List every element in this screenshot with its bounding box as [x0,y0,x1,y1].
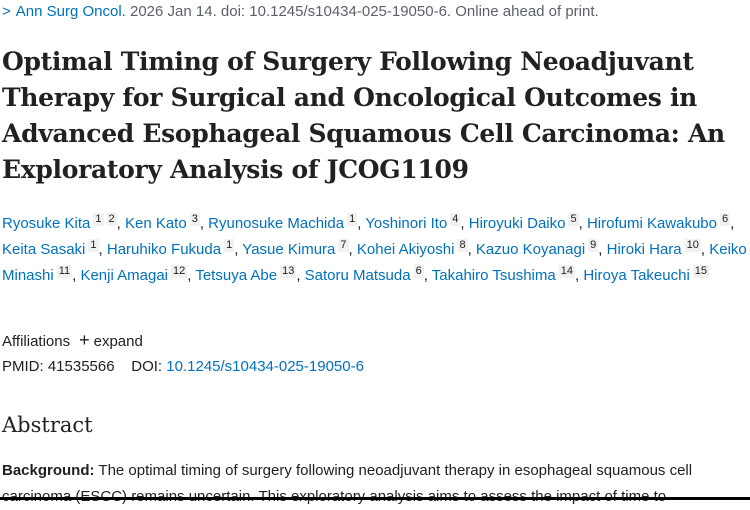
affiliation-number[interactable]: 10 [684,239,701,252]
author-link[interactable]: Kenji Amagai [80,267,169,284]
affiliation-number[interactable]: 1 [347,213,358,226]
affiliation-number[interactable]: 1 [93,213,104,226]
affiliation-number[interactable]: 12 [171,265,188,278]
author-link[interactable]: Kazuo Koyanagi [475,241,586,258]
citation-line: > Ann Surg Oncol. 2026 Jan 14. doi: 10.12… [2,3,599,20]
author-link[interactable]: Tetsuya Abe [195,267,278,284]
doi-link[interactable]: 10.1245/s10434-025-19050-6 [166,358,364,375]
affiliation-number[interactable]: 13 [280,265,297,278]
affiliations-label: Affiliations [2,333,71,350]
chevron-right-icon: > [2,3,11,20]
author-link[interactable]: Keita Sasaki [2,241,86,258]
author-link[interactable]: Ryunosuke Machida [208,215,345,232]
author-link[interactable]: Ryosuke Kita [2,215,91,232]
author-link[interactable]: Hiroyuki Daiko [468,215,566,232]
pmid-value: 41535566 [47,358,115,375]
author-link[interactable]: Satoru Matsuda [304,267,411,284]
authors-list: Ryosuke Kita 1 2, Ken Kato 3, Ryunosuke Mac… [2,213,747,284]
author-link[interactable]: Yoshinori Ito [365,215,448,232]
affiliations-row: Affiliations + expand [2,330,143,351]
pmid-label: PMID: [2,358,44,375]
abstract-heading: Abstract [2,413,93,437]
affiliation-number[interactable]: 7 [338,239,349,252]
author-link[interactable]: Hirofumi Kawakubo [586,215,717,232]
affiliation-number[interactable]: 6 [720,213,731,226]
author-link[interactable]: Hiroya Takeuchi [583,267,690,284]
affiliation-number[interactable]: 1 [88,239,99,252]
affiliation-number[interactable]: 14 [558,265,575,278]
affiliation-number[interactable]: 8 [457,239,468,252]
author-link[interactable]: Yasue Kimura [242,241,336,258]
expand-button[interactable]: expand [93,333,143,350]
plus-icon[interactable]: + [79,330,90,350]
affiliation-number[interactable]: 2 [106,213,117,226]
author-link[interactable]: Hiroki Hara [606,241,682,258]
affiliation-number[interactable]: 1 [224,239,235,252]
affiliation-number[interactable]: 9 [588,239,599,252]
journal-link[interactable]: Ann Surg Oncol. [15,3,126,20]
citation-details: 2026 Jan 14. doi: 10.1245/s10434-025-190… [130,3,599,20]
article-title: Optimal Timing of Surgery Following Neoa… [2,47,725,184]
affiliation-number[interactable]: 6 [413,265,424,278]
author-link[interactable]: Kohei Akiyoshi [356,241,455,258]
identifiers-row: PMID: 41535566 DOI: 10.1245/s10434-025-1… [2,358,364,375]
bottom-border [0,497,750,500]
author-link[interactable]: Haruhiko Fukuda [106,241,222,258]
affiliation-number[interactable]: 15 [692,265,710,278]
affiliation-number[interactable]: 5 [568,213,579,226]
affiliation-number[interactable]: 4 [450,213,461,226]
author-link[interactable]: Takahiro Tsushima [431,267,556,284]
doi-label: DOI: [131,358,163,375]
abstract-background: Background: The optimal timing of surger… [2,458,747,510]
affiliation-number[interactable]: 11 [56,265,73,278]
author-link[interactable]: Ken Kato [124,215,187,232]
author-link[interactable]: Keiko Minashi [2,241,747,284]
background-label: Background: [2,462,95,479]
affiliation-number[interactable]: 3 [189,213,200,226]
